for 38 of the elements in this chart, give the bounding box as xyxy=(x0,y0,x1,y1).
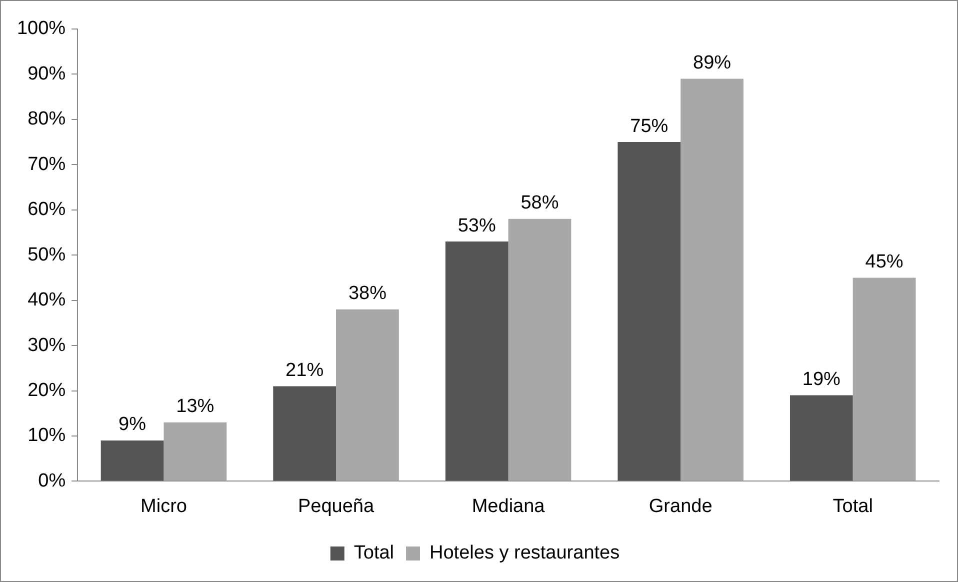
y-tick-label: 90% xyxy=(28,63,66,84)
data-label: 45% xyxy=(865,251,904,272)
y-tick-label: 50% xyxy=(28,244,66,266)
bar xyxy=(618,142,681,481)
data-label: 19% xyxy=(802,369,841,390)
y-tick-label: 0% xyxy=(38,470,66,492)
legend-label: Hoteles y restaurantes xyxy=(430,542,620,564)
data-label: 53% xyxy=(458,215,496,236)
bar xyxy=(336,309,399,481)
x-tick-label: Pequeña xyxy=(298,496,374,517)
y-tick-label: 100% xyxy=(16,18,66,40)
bar xyxy=(508,218,572,481)
x-tick-label: Micro xyxy=(140,496,187,517)
data-label: 13% xyxy=(176,396,214,418)
bar xyxy=(680,78,744,481)
bar xyxy=(790,395,853,481)
data-label: 75% xyxy=(630,116,668,137)
bar xyxy=(273,386,336,481)
y-tick-label: 40% xyxy=(28,290,66,311)
x-tick-label: Grande xyxy=(648,496,712,517)
y-tick-label: 60% xyxy=(28,199,66,220)
x-tick-label: Total xyxy=(832,496,873,517)
y-tick-label: 80% xyxy=(28,108,66,130)
data-label: 9% xyxy=(118,414,146,436)
data-label: 89% xyxy=(693,52,732,74)
bar xyxy=(100,440,164,481)
x-tick-label: Mediana xyxy=(472,496,546,517)
bar xyxy=(445,242,508,481)
data-label: 21% xyxy=(286,360,324,381)
data-label: 38% xyxy=(348,283,387,304)
data-label: 58% xyxy=(520,192,559,214)
bar xyxy=(164,422,227,481)
y-tick-label: 70% xyxy=(28,154,66,175)
y-tick-label: 10% xyxy=(28,425,66,446)
y-tick-label: 30% xyxy=(28,334,66,356)
legend-label: Total xyxy=(354,542,394,564)
bar xyxy=(852,278,916,481)
y-tick-label: 20% xyxy=(28,380,66,401)
